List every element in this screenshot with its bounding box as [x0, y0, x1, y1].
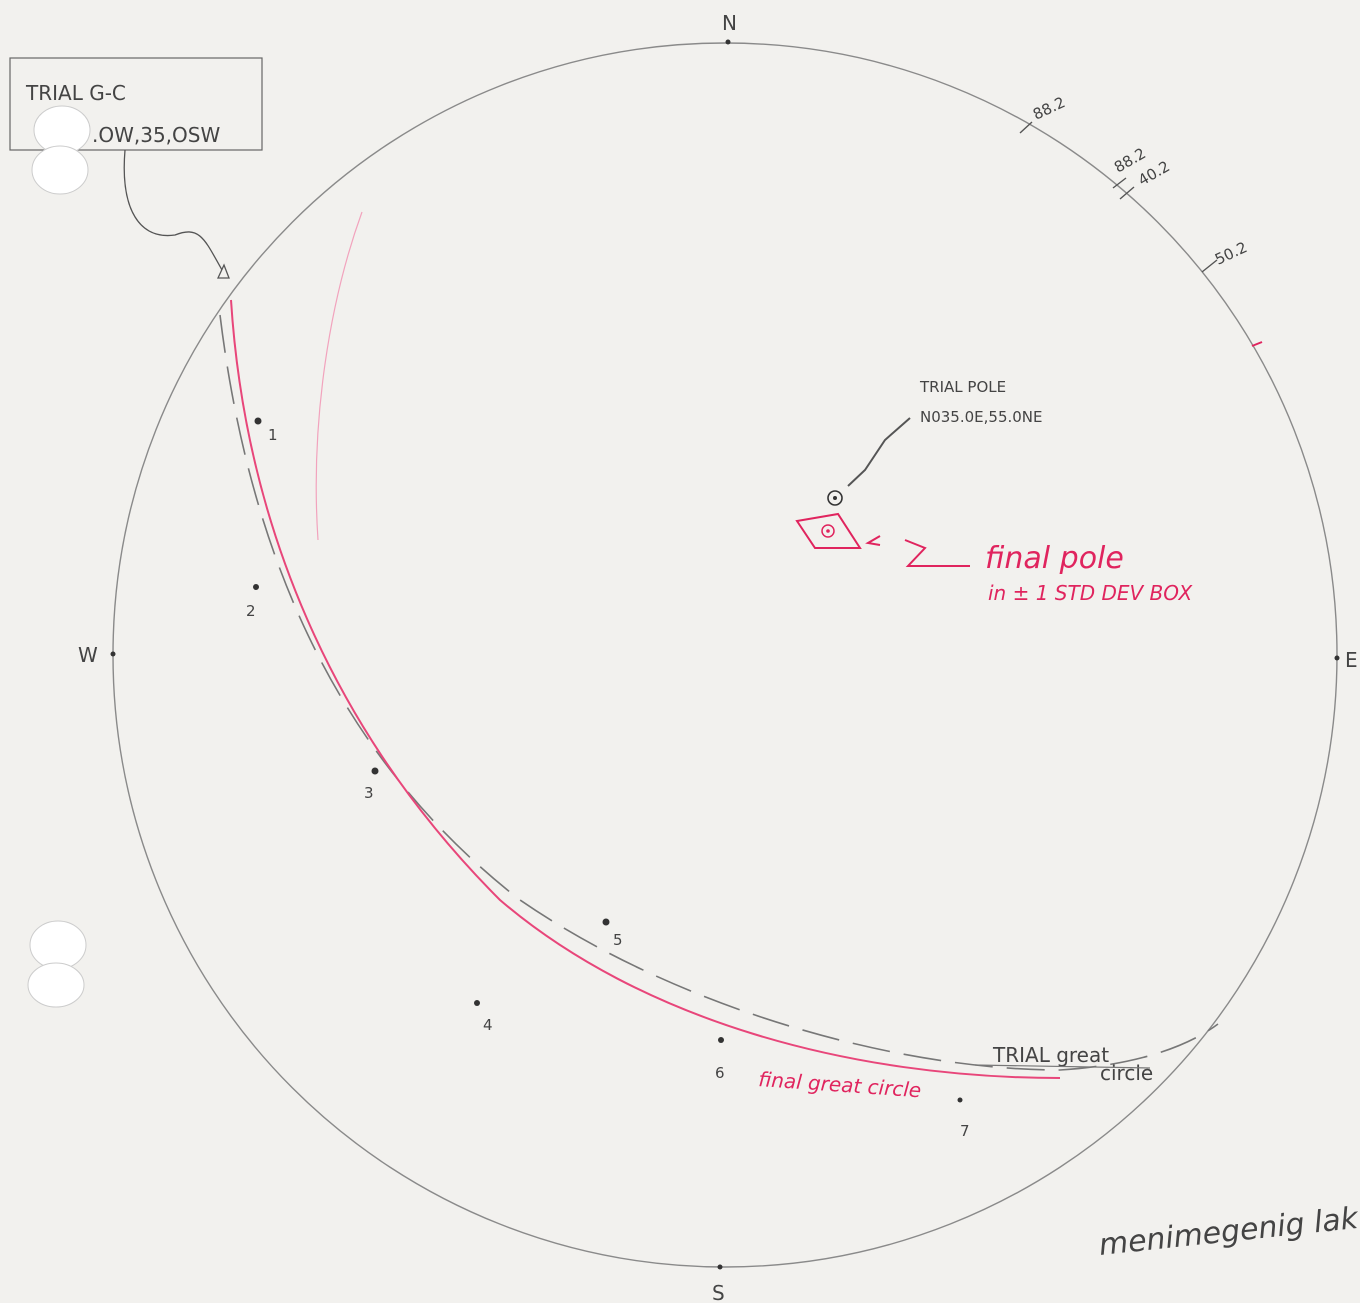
north-label: N: [722, 11, 737, 35]
final-great-circle: [230, 299, 1061, 1079]
red-rim-tick: [1251, 341, 1263, 347]
triangle-marker: [216, 263, 230, 279]
trial-pole-dot: [833, 496, 837, 500]
point-label: 5: [613, 931, 623, 949]
west-dot: [110, 651, 116, 657]
final-pole-line1: final pole: [985, 541, 1124, 576]
trial-gc-line1: TRIAL great: [992, 1043, 1109, 1067]
point-label: 1: [268, 426, 278, 444]
west-label: W: [78, 643, 98, 667]
final-pole-mark: [821, 524, 835, 538]
north-dot: [725, 39, 731, 45]
trial-gc-title: TRIAL G-C: [25, 81, 126, 105]
final-pole-line2: in ± 1 STD DEV BOX: [988, 581, 1193, 605]
points: [253, 417, 963, 1103]
trial-pole-value: N035.0E,55.0NE: [920, 408, 1043, 426]
trial-gc-line2: circle: [1100, 1061, 1153, 1085]
south-label: S: [712, 1281, 725, 1303]
point-label: 7: [960, 1122, 970, 1140]
trial-pole-title: TRIAL POLE: [919, 378, 1006, 396]
trial-great-circle: [219, 314, 1219, 1071]
trial-gc-value: .OW,35,OSW: [92, 123, 220, 147]
leader-line: [123, 149, 223, 271]
trial-pole-arrow: [847, 417, 911, 487]
faint-arc: [315, 211, 363, 541]
final-pole-arrow: [865, 535, 970, 567]
east-dot: [1334, 655, 1340, 661]
point-label: 4: [483, 1016, 493, 1034]
east-label: E: [1345, 648, 1358, 672]
point-label: 3: [364, 784, 374, 802]
south-dot: [717, 1264, 723, 1270]
std-dev-box: [795, 512, 862, 549]
trial-gc-box: [9, 57, 263, 151]
trial-pole-mark: [827, 490, 843, 506]
final-pole-dot: [826, 529, 830, 533]
rim-ticks: [1019, 121, 1218, 273]
punch-holes: [27, 105, 91, 1008]
point-label: 2: [246, 602, 256, 620]
label-underline: [974, 1064, 1151, 1069]
point-label: 6: [715, 1064, 725, 1082]
